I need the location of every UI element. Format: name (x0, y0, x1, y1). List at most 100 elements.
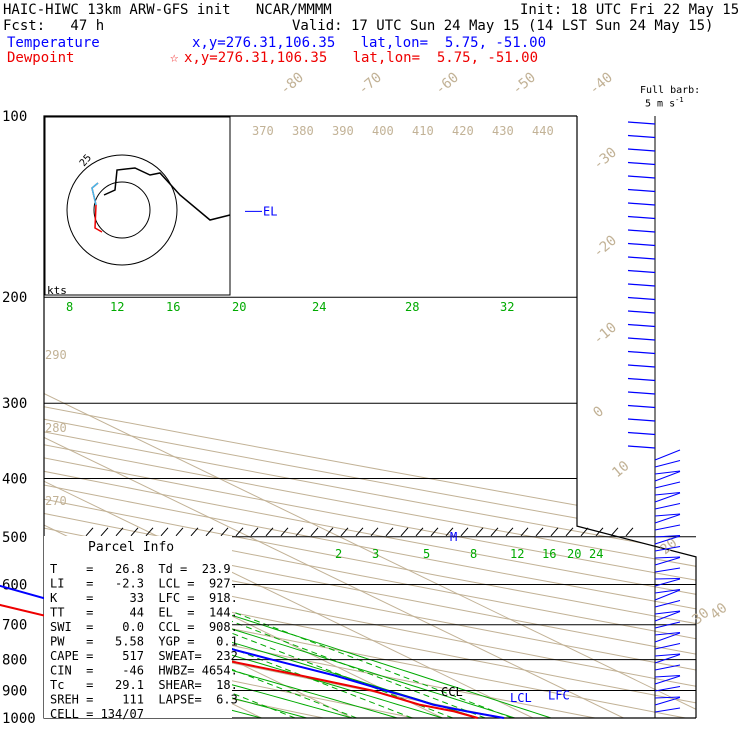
theta-label: 280 (45, 421, 67, 435)
hatch-mark (580, 527, 589, 537)
moist-adiabat-line (44, 116, 398, 718)
isotherm-line (44, 116, 534, 718)
wind-barb (654, 471, 681, 482)
mixing-ratio-label: 5 (423, 547, 430, 561)
wind-barb (627, 242, 656, 247)
dry-adiabat-line (44, 116, 686, 718)
wind-barb (654, 460, 681, 468)
pressure-label: 700 (2, 618, 27, 634)
mixing-ratio-label: 20 (232, 300, 246, 314)
hatch-mark (370, 527, 379, 537)
hatch-mark (145, 527, 154, 537)
wind-barb (654, 621, 681, 629)
temperature-profile (0, 584, 505, 719)
wind-barb (627, 364, 656, 368)
pressure-label: 600 (2, 577, 27, 593)
parcel-box (44, 536, 232, 718)
pressure-label: 200 (2, 290, 27, 306)
parcel-row: CIN = -46 HWBZ= 4654. (50, 664, 238, 678)
hatch-mark (625, 527, 634, 537)
isotherm-line (44, 116, 624, 718)
hatch-mark (310, 527, 319, 537)
wind-barb (654, 611, 681, 622)
hatch-mark (550, 527, 559, 537)
parcel-row: CAPE = 517 SWEAT= 232 (50, 649, 238, 663)
wind-barb (654, 589, 681, 594)
m-label: M (450, 530, 457, 544)
temperature-legend: Temperature (7, 35, 100, 51)
isotherm-label: 0 (590, 403, 607, 421)
theta-label: 290 (45, 348, 67, 362)
hatch-mark (160, 527, 169, 537)
dry-adiabat-line (44, 116, 696, 718)
hodograph-kts-label: kts (47, 284, 67, 297)
parcel-row: SWI = 0.0 CCL = 908. (50, 620, 238, 634)
mixing-ratio-label: 8 (66, 300, 73, 314)
hatch-mark (610, 527, 619, 537)
wind-barb (654, 675, 681, 678)
theta-label: 440 (532, 124, 554, 138)
wind-barb (627, 431, 656, 436)
mixing-ratio-label: 32 (500, 300, 514, 314)
hodograph-trace-mid (91, 182, 99, 206)
wind-barb (654, 653, 681, 657)
wind-barb (654, 470, 681, 475)
wind-barb (654, 449, 681, 461)
wind-barb (627, 391, 656, 395)
isotherm-label: 40 (707, 600, 730, 623)
hatch-mark (430, 527, 439, 537)
hatch-mark (475, 527, 484, 537)
wind-barb (627, 350, 656, 355)
hatch-mark (595, 527, 604, 537)
theta-label: 390 (332, 124, 354, 138)
dewpoint-location: x,y=276.31,106.35 lat,lon= 5.75, -51.00 (184, 50, 539, 66)
wind-barb (654, 524, 681, 531)
hatch-mark (565, 527, 574, 537)
parcel-row: CELL = 134/07 (50, 707, 144, 721)
isotherm-label: -70 (355, 70, 385, 99)
isotherm-label: -30 (590, 145, 620, 174)
wind-barb (627, 445, 656, 449)
isotherm-line (44, 116, 443, 718)
wind-barb (654, 492, 681, 496)
isotherm-label: -20 (590, 233, 620, 262)
wind-barb (627, 418, 656, 422)
wind-barb (654, 535, 681, 545)
barb-unit: 5 m s-1 (645, 96, 684, 110)
moist-adiabat-line (44, 116, 479, 718)
isotherm-label: 20 (657, 535, 680, 558)
isotherm-label: -50 (509, 70, 539, 99)
wind-barb (654, 686, 681, 692)
mixing-ratio-label: 20 (567, 547, 581, 561)
theta-label: 370 (252, 124, 274, 138)
hatch-mark (130, 527, 139, 537)
wind-barb (654, 600, 681, 608)
chart-border (43, 115, 696, 719)
wind-barb (654, 654, 681, 664)
theta-label: 430 (492, 124, 514, 138)
pressure-label: 100 (2, 109, 27, 125)
hatch-mark (400, 527, 409, 537)
hodograph-ring-outer (66, 154, 178, 266)
dewpoint-legend: Dewpoint (7, 50, 75, 66)
hatch-mark (220, 527, 229, 537)
wind-barb (654, 513, 681, 517)
wind-barb (654, 503, 681, 510)
pressure-label: 800 (2, 653, 27, 669)
wind-barb (627, 296, 656, 301)
mixing-ratio-line (44, 536, 357, 718)
wind-barb (654, 632, 681, 643)
dry-adiabat-line (44, 116, 696, 718)
wind-barb (627, 121, 656, 125)
theta-label: 400 (372, 124, 394, 138)
pressure-label: 400 (2, 471, 27, 487)
wind-barb (627, 310, 656, 314)
hatch-mark (385, 527, 394, 537)
wind-barb (654, 557, 681, 566)
model-title: HAIC-HIWC 13km ARW-GFS init NCAR/MMMM (3, 2, 332, 18)
wind-barb (627, 202, 656, 206)
chart-border-right (576, 116, 697, 718)
mixing-ratio-label: 3 (372, 547, 379, 561)
hatch-mark (355, 527, 364, 537)
